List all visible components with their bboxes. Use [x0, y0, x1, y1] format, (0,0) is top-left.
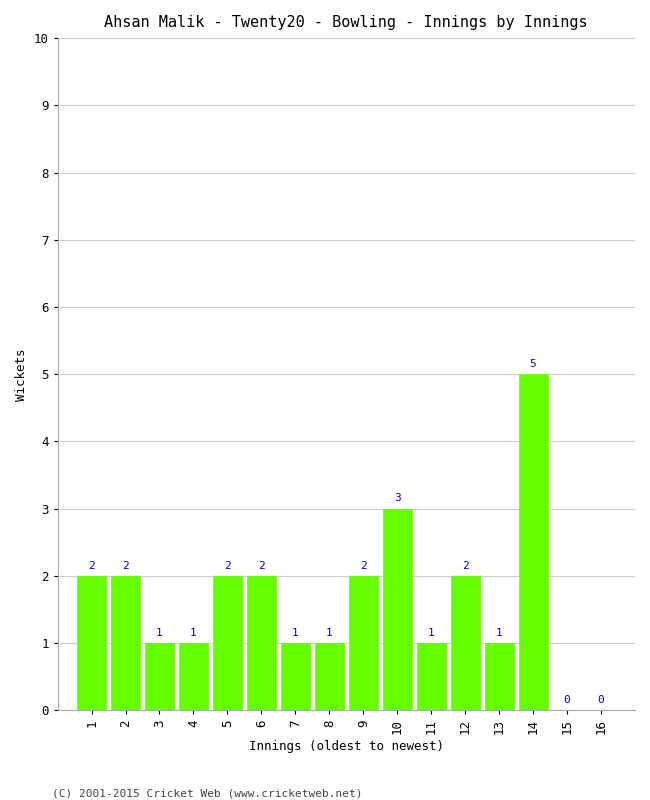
- Text: 1: 1: [156, 628, 163, 638]
- X-axis label: Innings (oldest to newest): Innings (oldest to newest): [249, 740, 444, 753]
- Text: 1: 1: [428, 628, 435, 638]
- Text: 1: 1: [326, 628, 333, 638]
- Text: 2: 2: [258, 561, 265, 570]
- Bar: [111, 576, 140, 710]
- Bar: [77, 576, 106, 710]
- Bar: [281, 643, 310, 710]
- Text: 1: 1: [190, 628, 197, 638]
- Bar: [519, 374, 547, 710]
- Bar: [450, 576, 480, 710]
- Text: 5: 5: [530, 359, 536, 369]
- Text: 2: 2: [122, 561, 129, 570]
- Bar: [247, 576, 276, 710]
- Bar: [485, 643, 514, 710]
- Bar: [213, 576, 242, 710]
- Bar: [417, 643, 446, 710]
- Bar: [349, 576, 378, 710]
- Bar: [145, 643, 174, 710]
- Bar: [383, 509, 411, 710]
- Y-axis label: Wickets: Wickets: [15, 348, 28, 401]
- Text: (C) 2001-2015 Cricket Web (www.cricketweb.net): (C) 2001-2015 Cricket Web (www.cricketwe…: [52, 788, 363, 798]
- Text: 2: 2: [360, 561, 367, 570]
- Text: 2: 2: [88, 561, 95, 570]
- Text: 2: 2: [224, 561, 231, 570]
- Text: 0: 0: [564, 695, 571, 705]
- Bar: [179, 643, 208, 710]
- Bar: [315, 643, 344, 710]
- Text: 2: 2: [462, 561, 469, 570]
- Text: 1: 1: [292, 628, 299, 638]
- Text: 1: 1: [496, 628, 502, 638]
- Title: Ahsan Malik - Twenty20 - Bowling - Innings by Innings: Ahsan Malik - Twenty20 - Bowling - Innin…: [105, 15, 588, 30]
- Text: 0: 0: [597, 695, 604, 705]
- Text: 3: 3: [394, 494, 400, 503]
